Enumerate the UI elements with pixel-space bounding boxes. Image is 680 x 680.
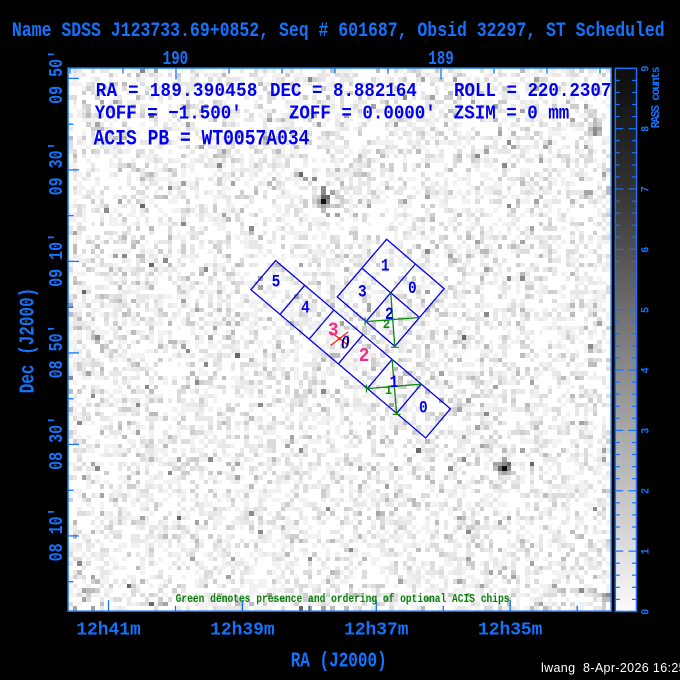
svg-text:0: 0: [341, 332, 350, 353]
svg-text:09 30': 09 30': [46, 141, 69, 195]
svg-text:08 50': 08 50': [46, 324, 69, 378]
svg-text:12h41m: 12h41m: [76, 619, 140, 641]
svg-text:4: 4: [301, 298, 310, 318]
svg-text:lwang 8-Apr-2026 16:25: lwang 8-Apr-2026 16:25: [541, 661, 680, 675]
svg-text:3: 3: [640, 428, 653, 434]
svg-text:1: 1: [381, 257, 390, 277]
svg-text:ROLL = 220.2307: ROLL = 220.2307: [454, 80, 611, 102]
svg-text:08 10': 08 10': [46, 507, 69, 561]
svg-text:9: 9: [640, 66, 653, 72]
svg-text:5: 5: [272, 272, 281, 292]
svg-text:RA (J2000): RA (J2000): [291, 650, 387, 674]
svg-text:12h37m: 12h37m: [344, 619, 408, 641]
svg-text:RASS counts: RASS counts: [650, 66, 663, 128]
svg-text:5: 5: [640, 307, 653, 313]
svg-text:RA = 189.390458: RA = 189.390458: [96, 80, 258, 102]
svg-text:0: 0: [640, 609, 653, 615]
svg-text:3: 3: [328, 319, 339, 342]
svg-text:Name SDSS J123733.69+0852, Seq: Name SDSS J123733.69+0852, Seq # 601687,…: [12, 18, 665, 42]
svg-text:ACIS PB = WT0057A034: ACIS PB = WT0057A034: [94, 127, 310, 152]
svg-text:YOFF = −1.500': YOFF = −1.500': [95, 103, 242, 125]
svg-text:12h35m: 12h35m: [478, 619, 542, 641]
svg-text:190: 190: [163, 49, 189, 71]
svg-text:1: 1: [640, 548, 653, 554]
svg-text:0: 0: [419, 398, 428, 418]
svg-text:3: 3: [358, 282, 367, 302]
svg-text:08 30': 08 30': [46, 416, 69, 470]
svg-text:ZOFF = 0.0000': ZOFF = 0.0000': [289, 103, 436, 125]
svg-text:2: 2: [383, 318, 390, 333]
svg-text:DEC = 8.882164: DEC = 8.882164: [270, 80, 417, 102]
svg-text:1: 1: [390, 373, 399, 393]
svg-text:189: 189: [428, 49, 454, 71]
svg-text:09 50': 09 50': [46, 50, 69, 104]
svg-text:4: 4: [640, 367, 653, 373]
svg-text:12h39m: 12h39m: [210, 619, 274, 641]
svg-text:7: 7: [640, 186, 653, 192]
svg-text:2: 2: [359, 344, 370, 367]
svg-text:2: 2: [385, 305, 394, 325]
svg-text:2: 2: [640, 488, 653, 494]
svg-text:Green denotes presence and ord: Green denotes presence and ordering of o…: [176, 593, 510, 606]
svg-text:Dec (J2000): Dec (J2000): [17, 288, 41, 394]
svg-text:6: 6: [640, 247, 653, 253]
svg-text:8: 8: [640, 126, 653, 132]
svg-text:1: 1: [385, 384, 393, 399]
svg-text:0: 0: [408, 279, 417, 299]
svg-text:ZSIM = 0 mm: ZSIM = 0 mm: [454, 103, 569, 125]
svg-text:09 10': 09 10': [46, 233, 69, 287]
